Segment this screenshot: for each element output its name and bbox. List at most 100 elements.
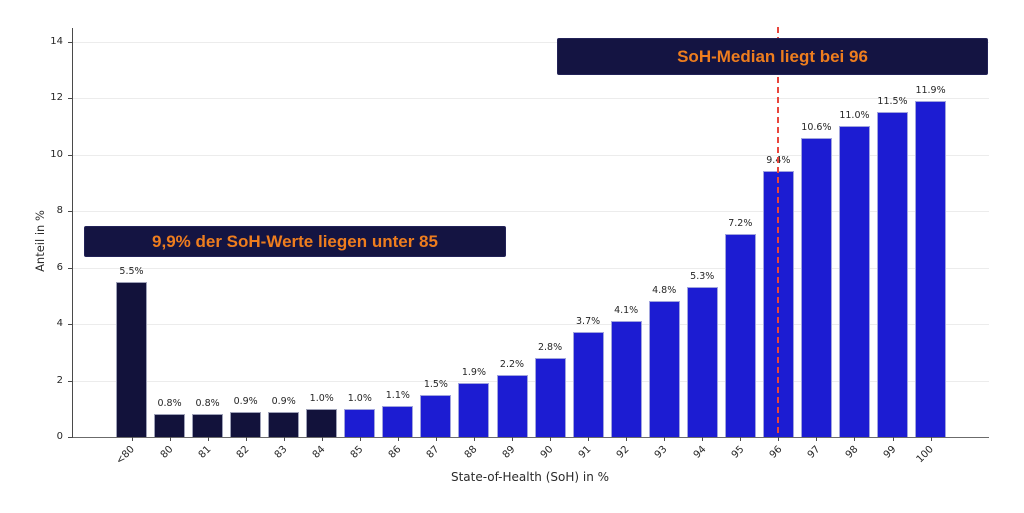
bar-97: [800, 137, 832, 437]
annotation-median-text: SoH-Median liegt bei 96: [677, 46, 868, 66]
x-tick-mark: [740, 437, 742, 441]
gridline: [73, 211, 989, 212]
x-tick-label: 99: [881, 444, 899, 461]
plot-area: 5.5% 0.8% 0.8% 0.9% 0.9% 1.0% 1.0% 1.1% 1.5% 1.9%…: [50, 27, 989, 467]
y-tick-label: 12: [50, 92, 63, 103]
x-tick-mark: [550, 437, 552, 441]
bar-93: [648, 301, 680, 437]
y-tick-label: 4: [56, 318, 63, 329]
bar-value-label: 7.2%: [728, 217, 753, 229]
bar-value-label: 11.0%: [839, 110, 870, 122]
x-tick-label: 88: [462, 444, 480, 461]
bar-98: [838, 126, 870, 437]
bar-81: [192, 414, 224, 437]
x-tick-mark: [626, 437, 628, 441]
bar-value-label: 4.1%: [614, 305, 639, 317]
x-tick-mark: [892, 437, 894, 441]
gridline: [73, 41, 989, 43]
gridline: [73, 324, 989, 325]
bar-80: [154, 414, 186, 437]
x-tick-mark: [131, 437, 133, 441]
x-tick-mark: [397, 437, 399, 441]
bar-value-label: 1.0%: [309, 392, 334, 404]
y-tick-label: 14: [50, 35, 63, 47]
bar-<80: [116, 281, 147, 437]
x-axis-label: State-of-Health (SoH) in %: [450, 470, 610, 484]
x-tick-label: 84: [310, 444, 328, 461]
x-tick-mark: [207, 437, 209, 441]
y-tick-mark: [68, 437, 73, 438]
x-tick-mark: [435, 437, 437, 441]
bar-value-label: 2.2%: [499, 358, 525, 370]
x-tick-mark: [778, 437, 780, 441]
y-tick-mark: [68, 324, 73, 325]
x-tick-label: 91: [577, 444, 594, 461]
x-tick-mark: [473, 437, 475, 441]
bar-value-label: 0.9%: [233, 395, 258, 407]
bar-99: [877, 112, 908, 437]
x-tick-mark: [359, 437, 361, 441]
x-tick-label: <80: [114, 444, 138, 467]
y-tick-label: 10: [50, 148, 63, 160]
bar-100: [915, 100, 947, 437]
x-tick-label: 96: [767, 444, 785, 461]
x-tick-mark: [816, 437, 818, 441]
y-tick-mark: [68, 211, 73, 212]
bar-83: [268, 411, 300, 437]
bar-value-label: 3.7%: [576, 316, 601, 328]
bar-88: [458, 383, 490, 437]
x-tick-label: 80: [158, 444, 176, 461]
bar-value-label: 0.8%: [157, 398, 182, 410]
x-tick-label: 82: [234, 444, 252, 461]
x-tick-label: 92: [615, 444, 632, 461]
annotation-under-85-box: 9,9% der SoH-Werte liegen unter 85: [84, 226, 506, 257]
bar-value-label: 5.5%: [119, 265, 144, 277]
x-tick-label: 87: [424, 444, 442, 461]
bar-value-label: 1.5%: [423, 378, 448, 390]
y-tick-label: 2: [56, 374, 63, 386]
x-tick-mark: [702, 437, 704, 441]
annotation-under-85-text: 9,9% der SoH-Werte liegen unter 85: [152, 231, 438, 251]
gridline: [73, 154, 989, 156]
bar-95: [724, 233, 756, 437]
bar-value-label: 1.0%: [347, 392, 372, 404]
y-tick-mark: [68, 98, 73, 99]
y-tick-mark: [68, 267, 73, 269]
median-line: [777, 27, 780, 437]
x-tick-label: 83: [272, 444, 290, 461]
y-tick-mark: [68, 154, 73, 156]
x-tick-label: 90: [539, 444, 556, 461]
bar-value-label: 1.9%: [461, 367, 486, 379]
x-tick-label: 94: [691, 444, 709, 461]
x-tick-mark: [854, 437, 856, 441]
y-tick-label: 6: [56, 261, 63, 273]
bar-value-label: 2.8%: [537, 341, 563, 353]
gridline: [73, 98, 989, 99]
x-tick-label: 98: [843, 444, 861, 461]
gridline: [73, 267, 989, 269]
bar-value-label: 0.9%: [271, 395, 296, 407]
x-tick-mark: [321, 437, 323, 441]
x-tick-mark: [930, 437, 932, 441]
bar-82: [230, 411, 262, 437]
x-tick-label: 97: [805, 444, 823, 461]
bar-value-label: 1.1%: [385, 389, 410, 401]
x-tick-label: 81: [196, 444, 214, 461]
x-tick-label: 89: [500, 444, 518, 461]
bar-value-label: 11.5%: [877, 96, 908, 108]
bar-value-label: 11.9%: [915, 84, 946, 96]
annotation-median-box: SoH-Median liegt bei 96: [557, 38, 988, 75]
x-tick-label: 85: [348, 444, 366, 461]
y-tick-label: 8: [56, 205, 63, 216]
x-tick-label: 95: [729, 444, 747, 461]
x-tick-label: 93: [653, 444, 670, 461]
x-tick-label: 100: [915, 444, 937, 466]
bar-89: [496, 374, 528, 437]
x-tick-mark: [664, 437, 666, 441]
bar-87: [420, 394, 452, 437]
bar-value-label: 5.3%: [690, 271, 715, 283]
x-tick-mark: [512, 437, 513, 441]
gridline: [73, 380, 989, 382]
y-tick-label: 0: [56, 431, 63, 442]
